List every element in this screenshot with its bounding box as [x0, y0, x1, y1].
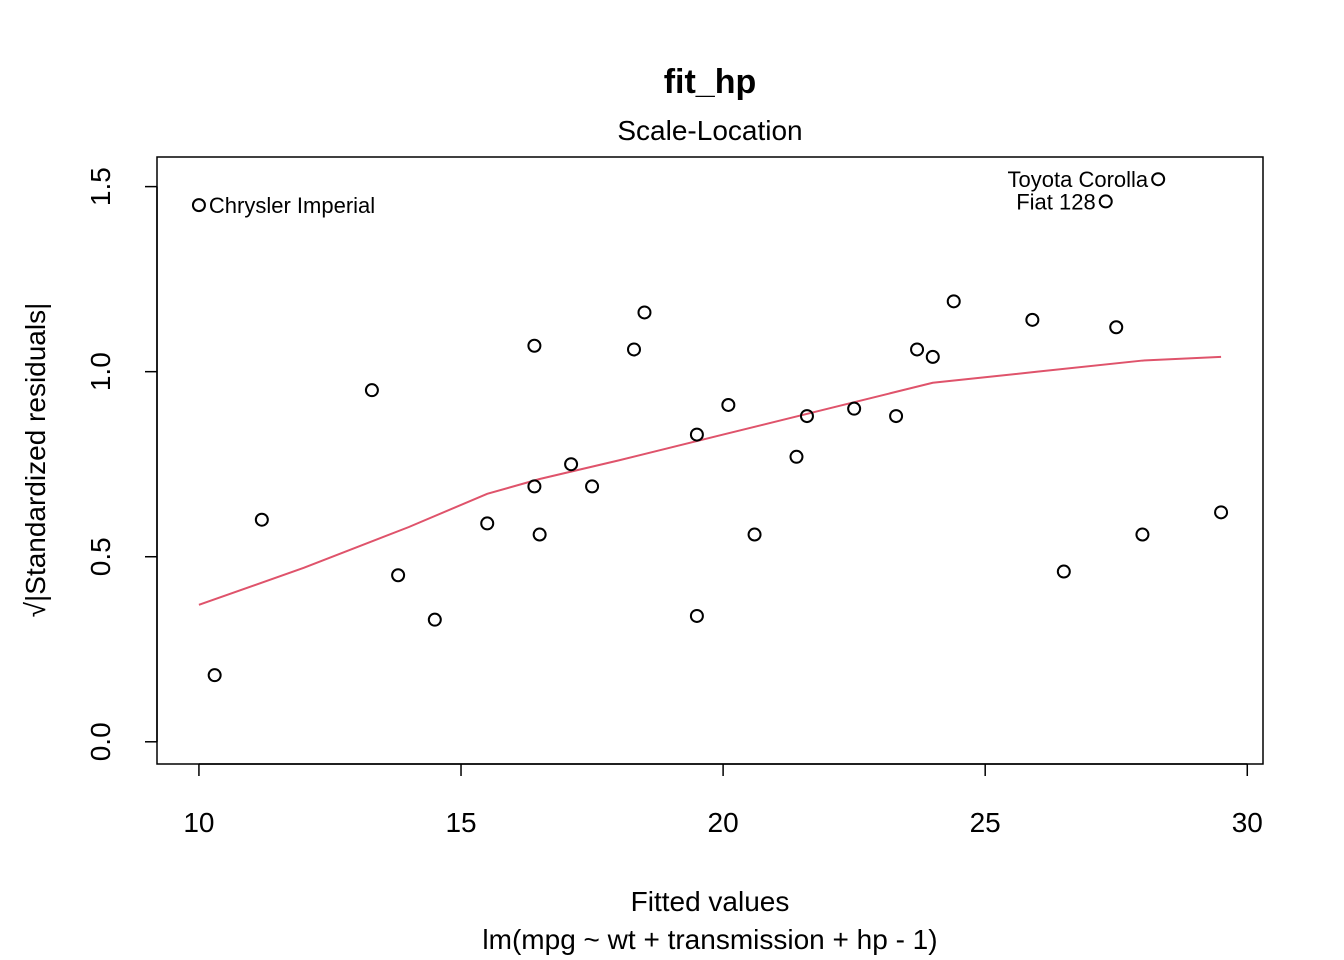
data-point: [254, 512, 269, 527]
data-point: [1025, 312, 1040, 327]
data-point: [910, 342, 925, 357]
y-axis: 0.0 0.5 1.0 1.5: [85, 167, 158, 761]
chart-subtitle: Scale-Location: [617, 115, 802, 146]
data-point: [480, 516, 495, 531]
y-tick-label: 1.5: [85, 167, 116, 206]
data-point: [637, 305, 652, 320]
smooth-line: [198, 355, 1222, 606]
data-point: [721, 397, 736, 412]
smooth-line-layer: [198, 355, 1222, 606]
data-point: [689, 608, 704, 623]
x-tick-label: 15: [445, 807, 476, 838]
x-tick-label: 20: [708, 807, 739, 838]
data-point: [427, 612, 442, 627]
point-label: Chrysler Imperial: [209, 193, 375, 218]
data-point: [946, 294, 961, 309]
data-point: [532, 527, 547, 542]
data-point: [1214, 505, 1229, 520]
y-tick-label: 0.5: [85, 537, 116, 576]
data-point: [1056, 564, 1071, 579]
data-point: [207, 668, 222, 683]
x-axis: 10 15 20 25 30: [183, 763, 1263, 838]
points-layer: [191, 172, 1229, 683]
data-point: [689, 427, 704, 442]
data-point: [889, 409, 904, 424]
data-point: [564, 457, 579, 472]
data-point: [1151, 172, 1166, 187]
data-point: [925, 349, 940, 364]
data-point: [585, 479, 600, 494]
y-tick-label: 1.0: [85, 352, 116, 391]
x-tick-label: 10: [183, 807, 214, 838]
data-point: [1109, 320, 1124, 335]
plot-frame: [156, 156, 1264, 765]
point-label: Fiat 128: [1016, 189, 1096, 214]
data-point: [626, 342, 641, 357]
data-point: [527, 338, 542, 353]
point-label: Toyota Corolla: [1008, 167, 1149, 192]
data-point: [364, 383, 379, 398]
x-axis-label: Fitted values: [631, 886, 790, 917]
y-tick-label: 0.0: [85, 722, 116, 761]
x-axis-sublabel: lm(mpg ~ wt + transmission + hp - 1): [482, 924, 937, 955]
x-tick-label: 25: [970, 807, 1001, 838]
data-point: [1098, 194, 1113, 209]
y-axis-label: √|Standardized residuals|: [20, 303, 51, 618]
data-point: [747, 527, 762, 542]
data-point: [799, 409, 814, 424]
x-tick-label: 30: [1232, 807, 1263, 838]
data-point: [847, 401, 862, 416]
data-point: [1135, 527, 1150, 542]
data-point: [391, 568, 406, 583]
data-point: [789, 449, 804, 464]
chart-title: fit_hp: [664, 63, 757, 101]
data-point: [191, 198, 206, 213]
data-point: [527, 479, 542, 494]
